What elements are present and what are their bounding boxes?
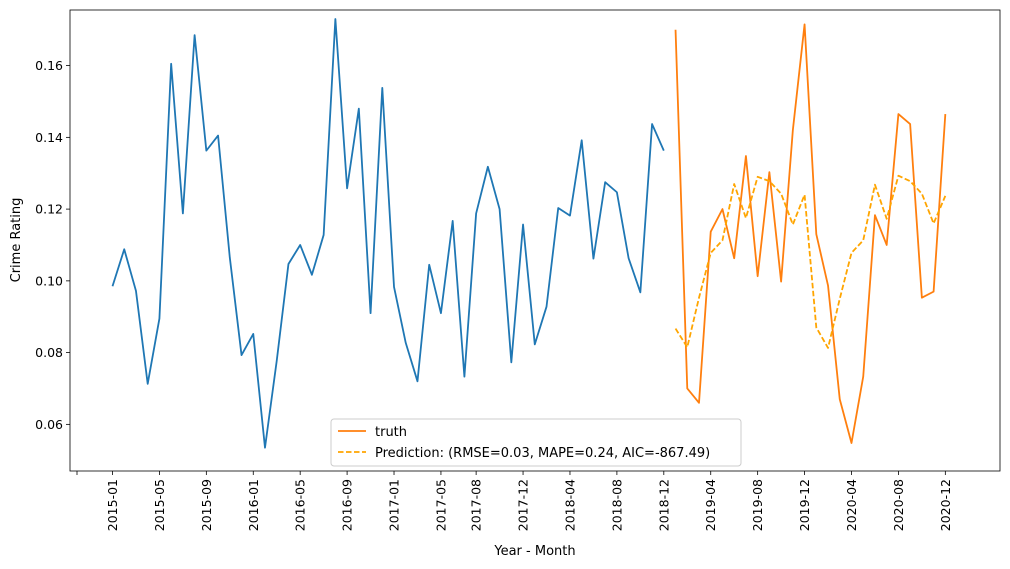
x-axis: 2015-01 2015-05 2015-09 2016-01 2016-05 2016-… <box>76 471 953 531</box>
x-tick-label: 2017-01 <box>387 479 402 531</box>
legend-prediction-label: Prediction: (RMSE=0.03, MAPE=0.24, AIC=-… <box>375 446 710 461</box>
x-tick-label: 2019-08 <box>750 479 765 531</box>
y-tick-label: 0.06 <box>35 417 63 432</box>
x-tick-label: 2020-12 <box>938 479 953 531</box>
plot-area <box>69 9 1001 472</box>
x-tick-label: 2017-12 <box>516 479 531 531</box>
x-tick-label: 2015-09 <box>199 479 214 531</box>
y-tick-label: 0.16 <box>35 58 63 73</box>
x-tick-label: 2016-01 <box>246 479 261 531</box>
x-tick-label: 2019-04 <box>703 479 718 531</box>
x-tick-label: 2018-12 <box>656 479 671 531</box>
y-tick-label: 0.10 <box>35 273 63 288</box>
y-tick-label: 0.14 <box>35 130 63 145</box>
x-tick-label: 2017-08 <box>469 479 484 531</box>
x-tick-label: 2019-12 <box>797 479 812 531</box>
x-tick-label: 2016-09 <box>340 479 355 531</box>
history-line <box>111 18 665 449</box>
x-tick-label: 2015-05 <box>152 479 167 531</box>
y-tick-label: 0.12 <box>35 202 63 217</box>
series-lines <box>111 18 947 449</box>
x-tick-label: 2016-05 <box>293 479 308 531</box>
prediction-line <box>674 174 947 349</box>
y-tick-label: 0.08 <box>35 345 63 360</box>
x-tick-label: 2018-08 <box>609 479 624 531</box>
x-tick-label: 2018-04 <box>562 479 577 531</box>
legend: truth Prediction: (RMSE=0.03, MAPE=0.24,… <box>330 418 742 467</box>
truth-line <box>674 23 947 444</box>
x-tick-label: 2020-04 <box>844 479 859 531</box>
x-tick-label: 2015-01 <box>105 479 120 531</box>
y-axis-label: Crime Rating <box>9 198 24 283</box>
y-axis: 0.06 0.08 0.10 0.12 0.14 0.16 <box>35 58 70 432</box>
x-axis-label: Year - Month <box>493 544 575 559</box>
x-tick-label: 2017-05 <box>433 479 448 531</box>
legend-box <box>330 418 742 467</box>
legend-truth-label: truth <box>375 425 407 440</box>
x-tick-label: 2020-08 <box>891 479 906 531</box>
